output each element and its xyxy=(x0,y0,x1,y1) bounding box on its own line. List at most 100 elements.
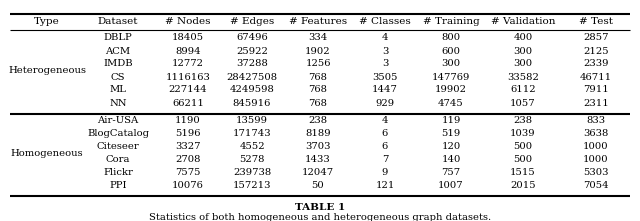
Text: 1902: 1902 xyxy=(305,46,331,55)
Text: 19902: 19902 xyxy=(435,86,467,95)
Text: 238: 238 xyxy=(308,116,328,125)
Text: 1433: 1433 xyxy=(305,155,331,164)
Text: 121: 121 xyxy=(375,181,395,190)
Text: 1256: 1256 xyxy=(305,59,331,69)
Text: # Edges: # Edges xyxy=(230,17,274,27)
Text: 33582: 33582 xyxy=(507,72,539,82)
Text: # Classes: # Classes xyxy=(359,17,411,27)
Text: 1000: 1000 xyxy=(583,142,609,151)
Text: 28427508: 28427508 xyxy=(227,72,278,82)
Text: 929: 929 xyxy=(376,99,395,107)
Text: 7054: 7054 xyxy=(583,181,609,190)
Text: 1007: 1007 xyxy=(438,181,464,190)
Text: 3638: 3638 xyxy=(583,129,609,138)
Text: 67496: 67496 xyxy=(236,34,268,42)
Text: 46711: 46711 xyxy=(580,72,612,82)
Text: 157213: 157213 xyxy=(233,181,271,190)
Text: 6: 6 xyxy=(382,142,388,151)
Text: 147769: 147769 xyxy=(432,72,470,82)
Text: 25922: 25922 xyxy=(236,46,268,55)
Text: # Test: # Test xyxy=(579,17,613,27)
Text: 800: 800 xyxy=(442,34,461,42)
Text: 238: 238 xyxy=(513,116,532,125)
Text: 1039: 1039 xyxy=(510,129,536,138)
Text: 171743: 171743 xyxy=(233,129,271,138)
Text: Homogeneous: Homogeneous xyxy=(11,149,83,158)
Text: 66211: 66211 xyxy=(172,99,204,107)
Text: 519: 519 xyxy=(442,129,461,138)
Text: 1057: 1057 xyxy=(510,99,536,107)
Text: Statistics of both homogeneous and heterogeneous graph datasets.: Statistics of both homogeneous and heter… xyxy=(149,213,491,221)
Text: 2311: 2311 xyxy=(583,99,609,107)
Text: 7575: 7575 xyxy=(175,168,201,177)
Text: BlogCatalog: BlogCatalog xyxy=(87,129,149,138)
Text: TABLE 1: TABLE 1 xyxy=(295,202,345,211)
Text: 3: 3 xyxy=(382,46,388,55)
Text: 4: 4 xyxy=(381,34,388,42)
Text: 140: 140 xyxy=(442,155,461,164)
Text: 300: 300 xyxy=(513,59,532,69)
Text: 12047: 12047 xyxy=(302,168,334,177)
Text: 400: 400 xyxy=(513,34,532,42)
Text: CS: CS xyxy=(111,72,125,82)
Text: 2339: 2339 xyxy=(583,59,609,69)
Text: 768: 768 xyxy=(308,72,328,82)
Text: 12772: 12772 xyxy=(172,59,204,69)
Text: 2125: 2125 xyxy=(583,46,609,55)
Text: 768: 768 xyxy=(308,99,328,107)
Text: 300: 300 xyxy=(513,46,532,55)
Text: 4552: 4552 xyxy=(239,142,265,151)
Text: 5278: 5278 xyxy=(239,155,265,164)
Text: 13599: 13599 xyxy=(236,116,268,125)
Text: 500: 500 xyxy=(513,142,532,151)
Text: 2708: 2708 xyxy=(175,155,201,164)
Text: 120: 120 xyxy=(442,142,461,151)
Text: 600: 600 xyxy=(442,46,461,55)
Text: Cora: Cora xyxy=(106,155,131,164)
Text: 1000: 1000 xyxy=(583,155,609,164)
Text: ML: ML xyxy=(109,86,127,95)
Text: 10076: 10076 xyxy=(172,181,204,190)
Text: NN: NN xyxy=(109,99,127,107)
Text: 37288: 37288 xyxy=(236,59,268,69)
Text: 5196: 5196 xyxy=(175,129,201,138)
Text: 3505: 3505 xyxy=(372,72,397,82)
Text: 9: 9 xyxy=(382,168,388,177)
Text: Air-USA: Air-USA xyxy=(97,116,139,125)
Text: Citeseer: Citeseer xyxy=(97,142,140,151)
Text: 845916: 845916 xyxy=(233,99,271,107)
Text: 500: 500 xyxy=(513,155,532,164)
Text: 300: 300 xyxy=(442,59,461,69)
Text: Flickr: Flickr xyxy=(103,168,133,177)
Text: Dataset: Dataset xyxy=(98,17,138,27)
Text: 2857: 2857 xyxy=(583,34,609,42)
Text: 334: 334 xyxy=(308,34,328,42)
Text: 6112: 6112 xyxy=(510,86,536,95)
Text: 768: 768 xyxy=(308,86,328,95)
Text: IMDB: IMDB xyxy=(103,59,133,69)
Text: 7911: 7911 xyxy=(583,86,609,95)
Text: ACM: ACM xyxy=(106,46,131,55)
Text: 227144: 227144 xyxy=(169,86,207,95)
Text: 50: 50 xyxy=(312,181,324,190)
Text: 3327: 3327 xyxy=(175,142,201,151)
Text: 2015: 2015 xyxy=(510,181,536,190)
Text: 1116163: 1116163 xyxy=(166,72,211,82)
Text: # Training: # Training xyxy=(422,17,479,27)
Text: 3: 3 xyxy=(382,59,388,69)
Text: 1515: 1515 xyxy=(510,168,536,177)
Text: Type: Type xyxy=(34,17,60,27)
Text: 3703: 3703 xyxy=(305,142,331,151)
Text: 8189: 8189 xyxy=(305,129,331,138)
Text: # Nodes: # Nodes xyxy=(165,17,211,27)
Text: 18405: 18405 xyxy=(172,34,204,42)
Text: 119: 119 xyxy=(442,116,461,125)
Text: 1190: 1190 xyxy=(175,116,201,125)
Text: 6: 6 xyxy=(382,129,388,138)
Text: DBLP: DBLP xyxy=(104,34,132,42)
Text: 4745: 4745 xyxy=(438,99,464,107)
Text: 5303: 5303 xyxy=(583,168,609,177)
Text: 4: 4 xyxy=(381,116,388,125)
Text: 239738: 239738 xyxy=(233,168,271,177)
Text: 1447: 1447 xyxy=(372,86,398,95)
